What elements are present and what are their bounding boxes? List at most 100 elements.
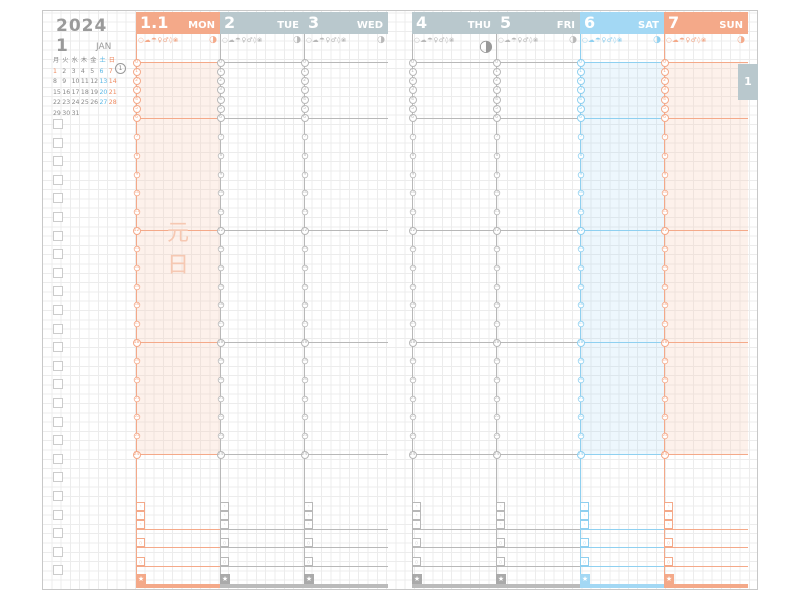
weather-icons[interactable]: ○☁☂♀♂◊❀ — [666, 36, 707, 44]
mini-calendar-day[interactable]: 19 — [90, 88, 99, 96]
mini-calendar-day[interactable]: 28 — [108, 99, 117, 106]
mini-calendar-day[interactable] — [81, 110, 90, 117]
month-tab[interactable]: 1 — [738, 64, 758, 100]
checkbox[interactable] — [53, 379, 63, 390]
weather-icons[interactable]: ○☁☂♀♂◊❀ — [498, 36, 539, 44]
mood-face-icon[interactable]: ⁿ — [496, 502, 505, 511]
mood-face-icon[interactable]: ⁿ — [412, 502, 421, 511]
checkbox[interactable] — [53, 267, 63, 278]
star-icon[interactable]: ★ — [496, 574, 506, 584]
checkbox[interactable] — [53, 398, 63, 408]
mini-calendar-day[interactable]: 30 — [62, 109, 71, 117]
mood-face-icon[interactable]: ⁿ — [220, 502, 229, 511]
mini-calendar-day[interactable]: 17 — [71, 88, 80, 96]
mood-face-icon[interactable]: ⁿ — [304, 520, 313, 529]
mood-face-icon[interactable]: ⁿ — [136, 520, 145, 529]
mood-face-icon[interactable]: ⁿ — [496, 511, 505, 520]
sun-icon[interactable]: ○ — [412, 538, 421, 547]
weather-icons[interactable]: ○☁☂♀♂◊❀ — [222, 36, 263, 44]
weather-icons[interactable]: ○☁☂♀♂◊❀ — [306, 36, 347, 44]
checkbox[interactable] — [53, 193, 63, 204]
mini-calendar-day[interactable]: 3 — [71, 67, 76, 75]
mini-calendar-day[interactable]: 5 — [90, 67, 95, 75]
mood-face-icon[interactable]: ⁿ — [664, 502, 673, 511]
mood-face-icon[interactable]: ⁿ — [664, 511, 673, 520]
mini-calendar-day[interactable]: 20 — [99, 88, 108, 96]
sun-icon[interactable]: ○ — [496, 538, 505, 547]
mini-calendar-day[interactable] — [90, 110, 99, 117]
day-header[interactable]: 3 WED — [304, 12, 388, 34]
checkbox[interactable] — [53, 230, 63, 241]
checkbox[interactable] — [53, 305, 63, 315]
sun-icon[interactable]: ○ — [664, 557, 673, 566]
mini-calendar-day[interactable]: 9 — [62, 78, 67, 85]
sun-icon[interactable]: ○ — [136, 538, 145, 547]
mini-calendar-day[interactable]: 13 — [99, 78, 108, 85]
mood-face-icon[interactable]: ⁿ — [304, 502, 313, 511]
mini-calendar-day[interactable]: 6 — [99, 67, 104, 75]
mini-calendar-day[interactable]: 27 — [99, 99, 108, 106]
checkbox[interactable] — [53, 342, 63, 353]
sun-icon[interactable]: ○ — [580, 538, 589, 547]
sun-icon[interactable]: ○ — [220, 557, 229, 566]
star-icon[interactable]: ★ — [664, 574, 674, 584]
star-icon[interactable]: ★ — [580, 574, 590, 584]
mini-calendar-day[interactable]: 22 — [53, 99, 61, 106]
mini-calendar-day[interactable]: 4 — [80, 67, 85, 75]
sun-icon[interactable]: ○ — [496, 557, 505, 566]
star-icon[interactable]: ★ — [412, 574, 422, 584]
weather-icons[interactable]: ○☁☂♀♂◊❀ — [582, 36, 623, 44]
checkbox[interactable] — [53, 286, 63, 297]
mood-face-icon[interactable]: ⁿ — [580, 511, 589, 520]
sun-icon[interactable]: ○ — [136, 557, 145, 566]
mini-calendar-day[interactable]: 18 — [80, 88, 89, 96]
checkbox[interactable] — [53, 509, 63, 520]
mini-calendar-day[interactable]: 12 — [90, 78, 99, 85]
mood-face-icon[interactable]: ⁿ — [136, 511, 145, 520]
mood-face-icon[interactable]: ⁿ — [412, 520, 421, 529]
mood-face-icon[interactable]: ⁿ — [136, 502, 145, 511]
checkbox[interactable] — [53, 174, 63, 185]
mood-face-icon[interactable]: ⁿ — [220, 520, 229, 529]
checkbox[interactable] — [53, 416, 63, 427]
sun-icon[interactable]: ○ — [664, 538, 673, 547]
sun-icon[interactable]: ○ — [580, 557, 589, 566]
star-icon[interactable]: ★ — [136, 574, 146, 584]
mini-calendar-day[interactable]: 10 — [71, 78, 80, 85]
checkbox[interactable] — [53, 491, 63, 501]
mini-calendar-day[interactable]: 15 — [53, 88, 61, 96]
mood-face-icon[interactable]: ⁿ — [496, 520, 505, 529]
day-header[interactable]: 4 THU — [412, 12, 496, 34]
mini-calendar-day[interactable]: 1 — [53, 67, 57, 75]
checkbox[interactable] — [53, 546, 63, 557]
star-icon[interactable]: ★ — [220, 574, 230, 584]
mini-calendar-day[interactable]: 21 — [108, 88, 117, 96]
mini-calendar-day[interactable] — [99, 110, 108, 117]
checkbox[interactable] — [53, 435, 63, 446]
mini-calendar-day[interactable]: 14 — [108, 78, 117, 85]
mini-calendar-day[interactable]: 31 — [71, 109, 80, 117]
mini-calendar-day[interactable] — [109, 110, 118, 117]
sun-icon[interactable]: ○ — [304, 557, 313, 566]
checkbox[interactable] — [53, 212, 63, 222]
checkbox[interactable] — [53, 528, 63, 539]
sun-icon[interactable]: ○ — [220, 538, 229, 547]
mini-calendar-day[interactable]: 25 — [80, 99, 89, 106]
mini-calendar-day[interactable]: 23 — [62, 99, 71, 106]
checkbox[interactable] — [53, 360, 63, 371]
mood-face-icon[interactable]: ⁿ — [664, 520, 673, 529]
sun-icon[interactable]: ○ — [304, 538, 313, 547]
sun-icon[interactable]: ○ — [412, 557, 421, 566]
mini-calendar-day[interactable]: 11 — [80, 78, 89, 85]
weather-icons[interactable]: ○☁☂♀♂◊❀ — [138, 36, 179, 44]
checkbox[interactable] — [53, 453, 63, 464]
day-header[interactable]: 5 FRI — [496, 12, 580, 34]
weather-icons[interactable]: ○☁☂♀♂◊❀ — [414, 36, 455, 44]
mini-calendar-day[interactable]: 29 — [53, 109, 61, 117]
mood-face-icon[interactable]: ⁿ — [580, 520, 589, 529]
mini-calendar-day[interactable]: 16 — [62, 88, 71, 96]
mini-calendar-day[interactable]: 2 — [62, 67, 67, 75]
day-header[interactable]: 6 SAT — [580, 12, 664, 34]
day-header[interactable]: 2 TUE — [220, 12, 304, 34]
mood-face-icon[interactable]: ⁿ — [304, 511, 313, 520]
